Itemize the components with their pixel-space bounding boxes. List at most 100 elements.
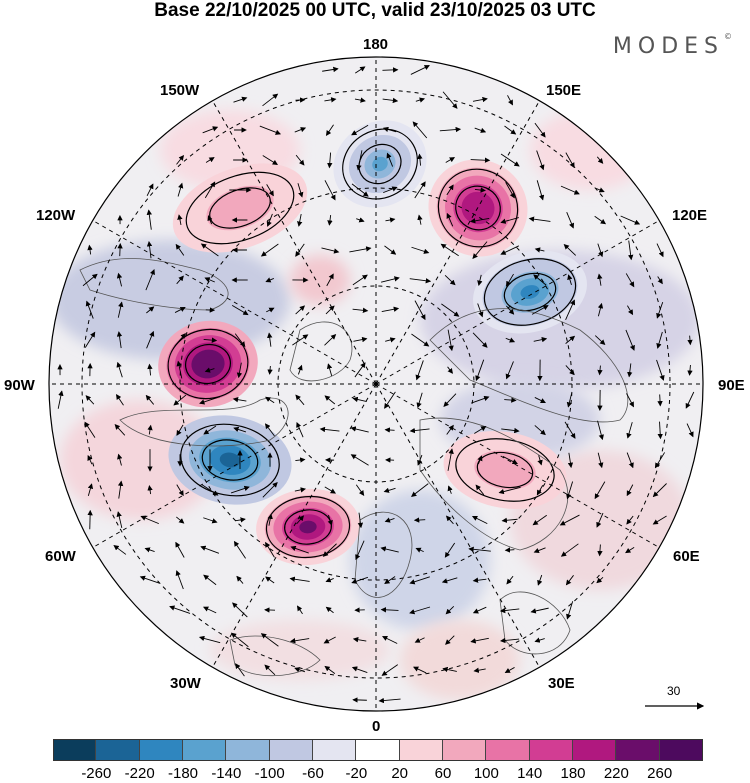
wind-arrow [597, 273, 603, 286]
wind-arrow [383, 186, 398, 194]
wind-arrow [380, 607, 399, 613]
wind-arrow [265, 576, 275, 584]
wind-arrow [174, 307, 186, 313]
wind-arrow [84, 331, 96, 348]
wind-arrow [411, 333, 430, 347]
wind-arrow [441, 577, 458, 584]
anomaly-patch [290, 255, 350, 305]
wind-arrow [355, 540, 365, 561]
wind-arrow [386, 152, 394, 167]
height-contour [185, 171, 295, 245]
wind-arrow [537, 455, 543, 466]
wind-arrow [352, 396, 367, 403]
wind-arrow [536, 150, 545, 171]
wind-arrow [439, 126, 462, 133]
wind-arrow [596, 576, 604, 584]
wind-arrow [627, 240, 634, 261]
brand-mark: © [724, 32, 732, 41]
wind-arrow [447, 448, 454, 471]
wind-arrow [565, 365, 575, 376]
wind-arrow [414, 181, 426, 199]
wind-arrow [445, 515, 454, 525]
wind-arrow [350, 426, 369, 433]
wind-arrow [384, 391, 396, 409]
colorbar [53, 739, 703, 761]
wind-arrow [349, 246, 372, 253]
wind-arrow [505, 182, 515, 199]
colorbar-label: -100 [254, 765, 285, 782]
wind-arrow [477, 303, 484, 318]
wind-arrow [686, 423, 694, 438]
wind-arrow [234, 517, 246, 523]
wind-arrow [207, 215, 213, 225]
lon-label-180: 180 [363, 36, 389, 53]
wind-arrow [499, 637, 520, 644]
wind-arrow [413, 517, 426, 523]
wind-arrow [533, 336, 548, 343]
colorbar-cell [53, 739, 97, 761]
wind-arrow [442, 666, 457, 673]
wind-arrow [559, 514, 580, 526]
wind-arrow [233, 96, 248, 103]
wind-arrow [176, 516, 185, 524]
wind-arrow [469, 218, 490, 224]
wind-arrow [378, 697, 401, 704]
wind-arrow [289, 576, 310, 582]
wind-arrow [446, 424, 454, 435]
wind-arrow [352, 274, 368, 286]
wind-arrow [117, 301, 124, 318]
wind-arrow [657, 421, 663, 440]
wind-arrow [445, 157, 456, 163]
wind-arrow [204, 277, 215, 283]
wind-arrow [117, 480, 124, 499]
wind-arrow [441, 303, 460, 317]
meridian-line [81, 383, 377, 555]
wind-arrow [656, 359, 665, 381]
height-contour [342, 128, 418, 200]
wind-arrow [534, 637, 545, 643]
wind-arrow [409, 427, 430, 434]
colorbar-cell [573, 739, 617, 761]
lon-label-150e: 150E [546, 82, 582, 99]
wind-arrow [504, 667, 515, 674]
wind-arrow [657, 276, 663, 285]
wind-arrow [260, 633, 279, 647]
wind-arrow [381, 306, 400, 313]
wind-arrow [355, 484, 365, 496]
wind-arrow [202, 484, 219, 496]
wind-arrow [115, 394, 124, 406]
wind-arrow [626, 484, 634, 497]
wind-arrow [384, 427, 395, 433]
wind-arrow [175, 541, 185, 558]
wind-arrow [443, 393, 457, 407]
wind-arrow [117, 242, 123, 257]
wind-arrow [265, 277, 275, 283]
lon-label-90w: 90W [4, 377, 35, 394]
map-title: Base 22/10/2025 00 UTC, valid 23/10/2025… [154, 0, 596, 21]
wind-arrow [266, 307, 275, 313]
wind-arrow [477, 274, 483, 286]
wind-arrow [380, 276, 400, 283]
wind-arrow [565, 299, 576, 320]
wind-arrow [627, 305, 634, 316]
coastline [419, 417, 569, 551]
wind-arrow [382, 636, 398, 644]
wind-arrow [417, 214, 423, 225]
wind-arrow [565, 335, 576, 344]
brand-name: MODES [612, 34, 724, 59]
wind-arrow [563, 243, 577, 256]
map-boundary [48, 56, 704, 712]
meridian-line [205, 383, 377, 679]
wind-arrow [203, 574, 217, 586]
wind-arrow [504, 547, 515, 553]
wind-arrow [472, 606, 487, 614]
wind-arrow [416, 392, 423, 409]
wind-arrow [440, 243, 459, 257]
wind-arrow [324, 97, 337, 103]
colorbar-cell [529, 739, 573, 761]
wind-arrow [146, 306, 155, 314]
wind-arrow [409, 576, 430, 585]
wind-arrow [500, 217, 519, 224]
wind-arrow [445, 605, 455, 615]
wind-arrow [505, 273, 514, 287]
